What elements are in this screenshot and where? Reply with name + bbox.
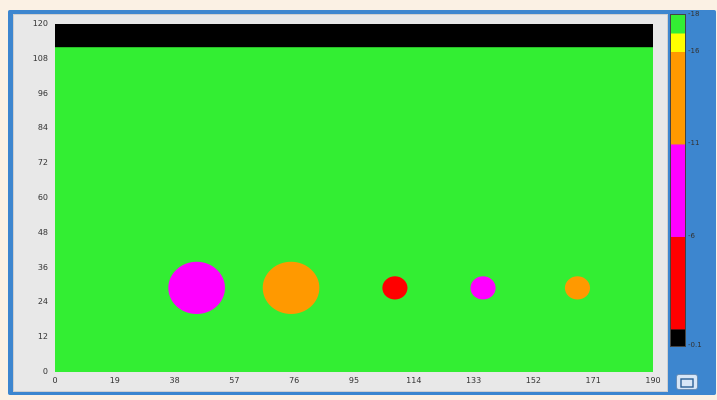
y-tick-label: 12 (37, 332, 48, 342)
heatmap-svg (55, 24, 653, 372)
x-tick-label: 95 (348, 376, 360, 385)
colorbar-label: -18 (688, 10, 700, 18)
heatmap-blob (470, 276, 496, 300)
x-tick-label: 19 (109, 376, 120, 385)
expand-icon (680, 378, 694, 388)
y-tick-label: 72 (37, 158, 48, 168)
x-tick-label: 190 (645, 376, 661, 385)
colorbar-label: -6 (688, 231, 695, 240)
heatmap-plot-area[interactable] (55, 24, 653, 372)
colorbar-band (671, 144, 685, 237)
heatmap-blob (168, 261, 225, 314)
y-tick-label: 120 (32, 19, 48, 28)
colorbar-band (671, 51, 685, 145)
heatmap-blob (262, 261, 320, 314)
colorbar-band (671, 33, 685, 52)
colorbar-svg (671, 15, 685, 346)
heatmap-blob (564, 276, 591, 300)
y-tick-label: 60 (37, 193, 48, 202)
x-axis-labels: 0 19 38 57 76 95 114 133 152 171 190 (50, 376, 660, 388)
colorbar (670, 14, 686, 347)
colorbar-labels: -18 -16 -11 -6 -0.1 (688, 10, 716, 352)
x-tick-label: 133 (465, 376, 482, 385)
colorbar-band (671, 329, 685, 346)
heatmap-band (55, 24, 653, 48)
y-axis-labels: 0 12 24 36 48 60 72 84 96 108 120 (28, 19, 48, 376)
x-tick-label: 76 (289, 376, 300, 385)
y-tick-label: 48 (37, 227, 48, 237)
colorbar-label: -16 (688, 46, 700, 55)
x-tick-label: 0 (52, 376, 58, 385)
colorbar-band (671, 236, 685, 330)
y-tick-label: 96 (37, 88, 48, 98)
heatmap-blob (382, 276, 408, 300)
x-tick-label: 152 (525, 376, 542, 385)
y-tick-label: 36 (37, 262, 48, 272)
expand-button[interactable] (676, 374, 698, 390)
x-tick-label: 171 (585, 376, 601, 385)
y-tick-label: 108 (32, 53, 48, 63)
heatmap-background (55, 24, 653, 372)
y-tick-label: 0 (42, 367, 48, 376)
colorbar-label: -11 (688, 139, 700, 148)
x-tick-label: 57 (229, 376, 240, 385)
x-tick-label: 38 (169, 376, 180, 385)
y-tick-label: 24 (37, 297, 48, 307)
y-tick-label: 84 (37, 123, 48, 133)
x-tick-label: 114 (406, 376, 422, 385)
colorbar-band (671, 15, 685, 34)
colorbar-label: -0.1 (688, 341, 702, 349)
